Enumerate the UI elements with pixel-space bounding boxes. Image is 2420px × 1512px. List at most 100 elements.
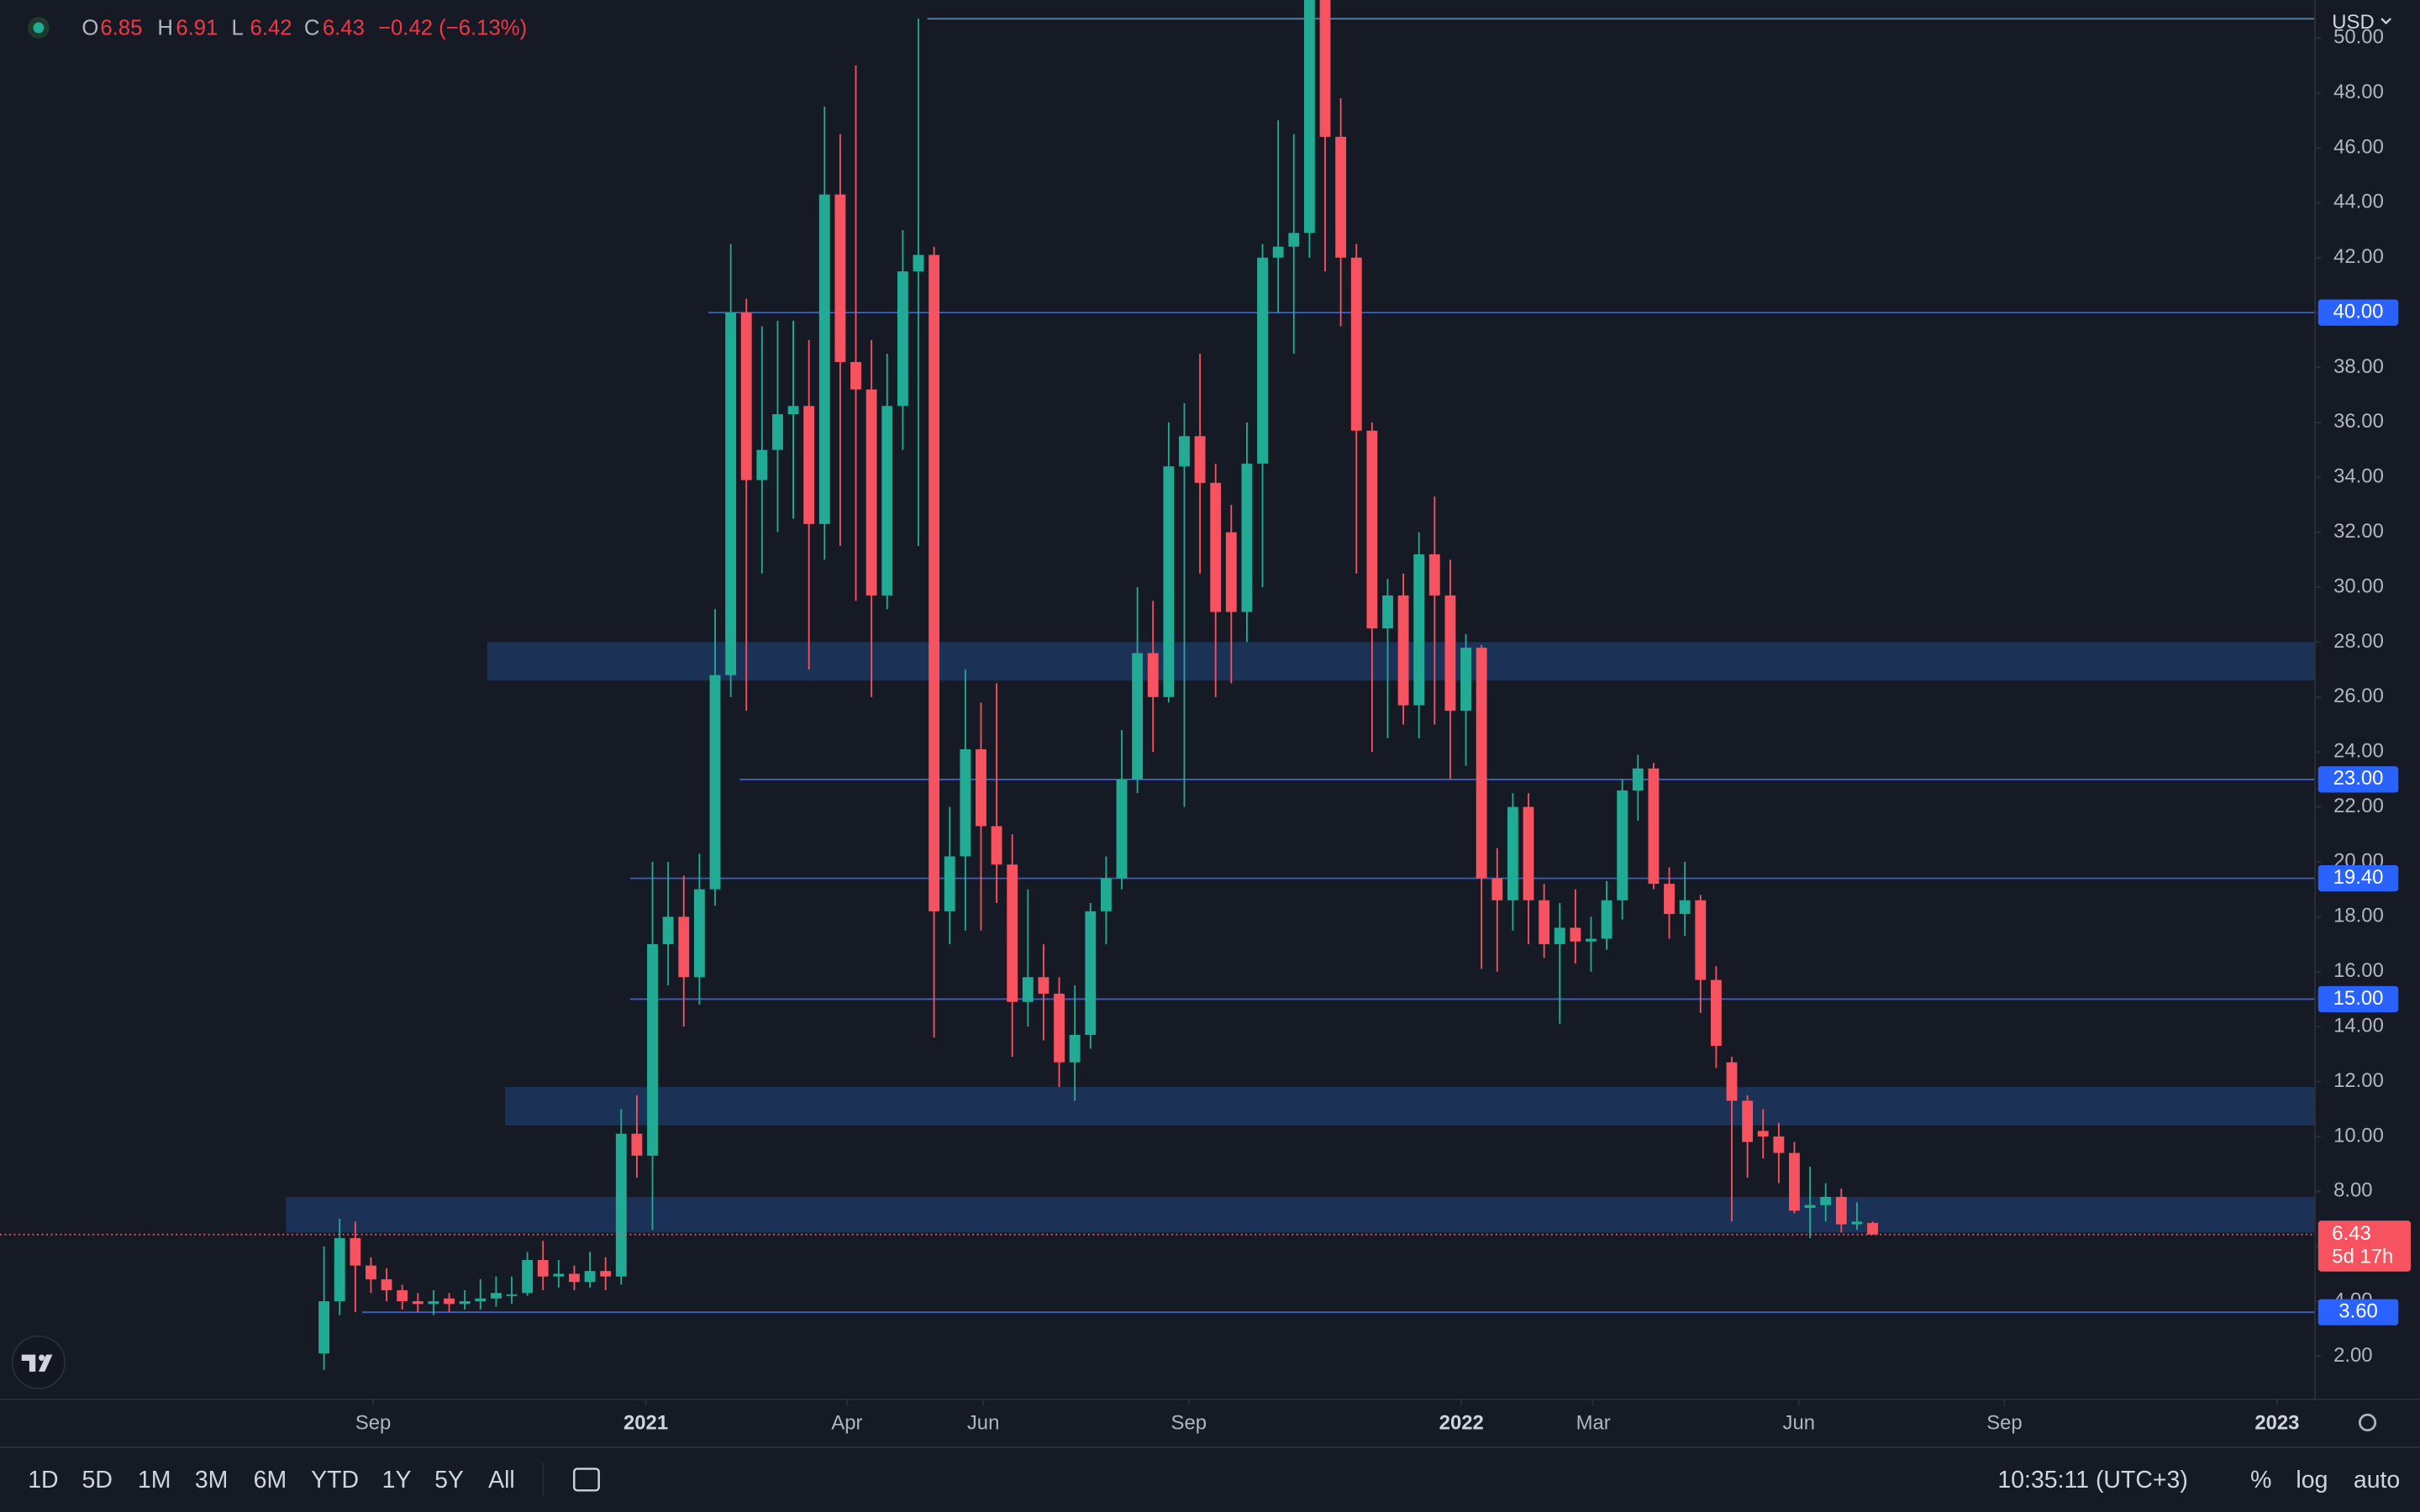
candle-body: [881, 406, 893, 596]
ohlc-key: C: [304, 17, 320, 40]
y-tick-label: 22.00: [2333, 795, 2384, 817]
y-tick-label: 46.00: [2333, 135, 2384, 158]
candle-body: [913, 255, 924, 272]
level-label: 23.00: [2333, 767, 2384, 790]
level-label: 3.60: [2338, 1299, 2377, 1322]
candle-body: [506, 1294, 518, 1296]
candle-body: [647, 944, 658, 1156]
date-range-icon[interactable]: [573, 1467, 600, 1492]
ohlc-value: 6.85: [100, 17, 142, 40]
candle-body: [1179, 436, 1190, 467]
range-button[interactable]: 5D: [82, 1467, 113, 1494]
y-tick-label: 48.00: [2333, 81, 2384, 103]
candle-body: [865, 389, 877, 596]
range-button[interactable]: 1M: [138, 1467, 171, 1494]
candle-body: [976, 748, 986, 827]
candle-body: [1460, 647, 1471, 711]
x-tick-label: 2021: [623, 1412, 668, 1435]
scale-option[interactable]: log: [2296, 1467, 2328, 1494]
candle-body: [897, 271, 908, 407]
range-button[interactable]: 3M: [195, 1467, 229, 1494]
candle-body: [1632, 768, 1644, 790]
candle-body: [709, 675, 721, 890]
candle-body: [1773, 1136, 1785, 1153]
candle-body: [678, 916, 690, 978]
zone: [286, 1196, 2316, 1233]
currency[interactable]: USD: [2332, 11, 2374, 34]
candle-body: [1491, 878, 1503, 900]
candle-body: [334, 1237, 345, 1302]
candle-body: [818, 194, 830, 524]
candle-body: [1476, 647, 1487, 879]
candle-body: [1444, 595, 1456, 711]
candle-body: [662, 916, 674, 945]
candle-body: [1163, 466, 1175, 697]
ohlc-value: 6.42: [250, 17, 292, 40]
candle-body: [991, 826, 1002, 865]
candle-body: [537, 1260, 549, 1277]
candle-body: [850, 361, 861, 390]
candle-body: [397, 1290, 408, 1302]
level-label-box: [2317, 865, 2399, 892]
candle-body: [772, 414, 783, 450]
candle-body: [1867, 1222, 1878, 1235]
candle-body: [600, 1271, 612, 1277]
range-button[interactable]: 1Y: [382, 1467, 412, 1494]
range-button[interactable]: 1D: [28, 1467, 58, 1494]
range-button[interactable]: YTD: [311, 1467, 359, 1494]
candle-body: [1350, 257, 1362, 431]
candle-body: [1648, 768, 1660, 885]
candle-body: [1507, 806, 1518, 900]
countdown: 5d 17h: [2332, 1246, 2393, 1268]
candle-body: [490, 1293, 502, 1299]
currency-caret: [2381, 18, 2391, 25]
y-tick-label: 18.00: [2333, 905, 2384, 927]
x-tick-label: Jun: [1783, 1412, 1815, 1435]
y-tick-label: 26.00: [2333, 685, 2384, 707]
candle-body: [1288, 233, 1300, 247]
candle-body: [1366, 430, 1378, 629]
y-tick-label: 16.00: [2333, 959, 2384, 982]
candle-body: [1085, 911, 1097, 1035]
y-tick-label: 28.00: [2333, 630, 2384, 653]
x-tick-label: Apr: [831, 1412, 862, 1435]
x-tick-label: Sep: [1986, 1412, 2022, 1435]
candle-body: [944, 856, 955, 911]
candle-body: [803, 406, 815, 524]
candle-body: [1851, 1221, 1863, 1225]
candle-body: [1742, 1100, 1754, 1142]
candle-body: [1225, 532, 1237, 612]
scale-option[interactable]: %: [2250, 1467, 2271, 1494]
ohlc-key: O: [82, 17, 98, 40]
y-tick-label: 50.00: [2333, 25, 2384, 48]
candle-body: [1303, 0, 1315, 234]
candle-body: [1570, 927, 1581, 942]
candle-body: [1664, 884, 1675, 915]
candle-body: [522, 1260, 534, 1294]
scale-option[interactable]: auto: [2354, 1467, 2400, 1494]
y-tick-label: 44.00: [2333, 191, 2384, 213]
range-button[interactable]: All: [488, 1467, 515, 1494]
candle-body: [1272, 246, 1284, 258]
change: −0.42 (−6.13%): [378, 17, 527, 40]
logo[interactable]: [11, 1335, 66, 1389]
candle-body: [1413, 554, 1425, 706]
ohlc-value: 6.91: [176, 17, 218, 40]
level-label: 19.40: [2333, 866, 2384, 889]
candle-body: [1757, 1131, 1769, 1137]
candle-body: [1586, 938, 1597, 942]
range-button[interactable]: 6M: [254, 1467, 287, 1494]
x-tick-label: Mar: [1576, 1412, 1611, 1435]
level-label: 40.00: [2333, 300, 2384, 323]
y-tick-label: 24.00: [2333, 740, 2384, 763]
level-label-box: [2317, 1299, 2399, 1326]
settings-icon[interactable]: [2358, 1413, 2377, 1432]
candle-body: [1132, 653, 1144, 780]
zone: [505, 1087, 2316, 1126]
candle-body: [1038, 977, 1050, 994]
last-price-box: [2317, 1221, 2411, 1272]
range-button[interactable]: 5Y: [434, 1467, 464, 1494]
candle-body: [929, 255, 940, 911]
